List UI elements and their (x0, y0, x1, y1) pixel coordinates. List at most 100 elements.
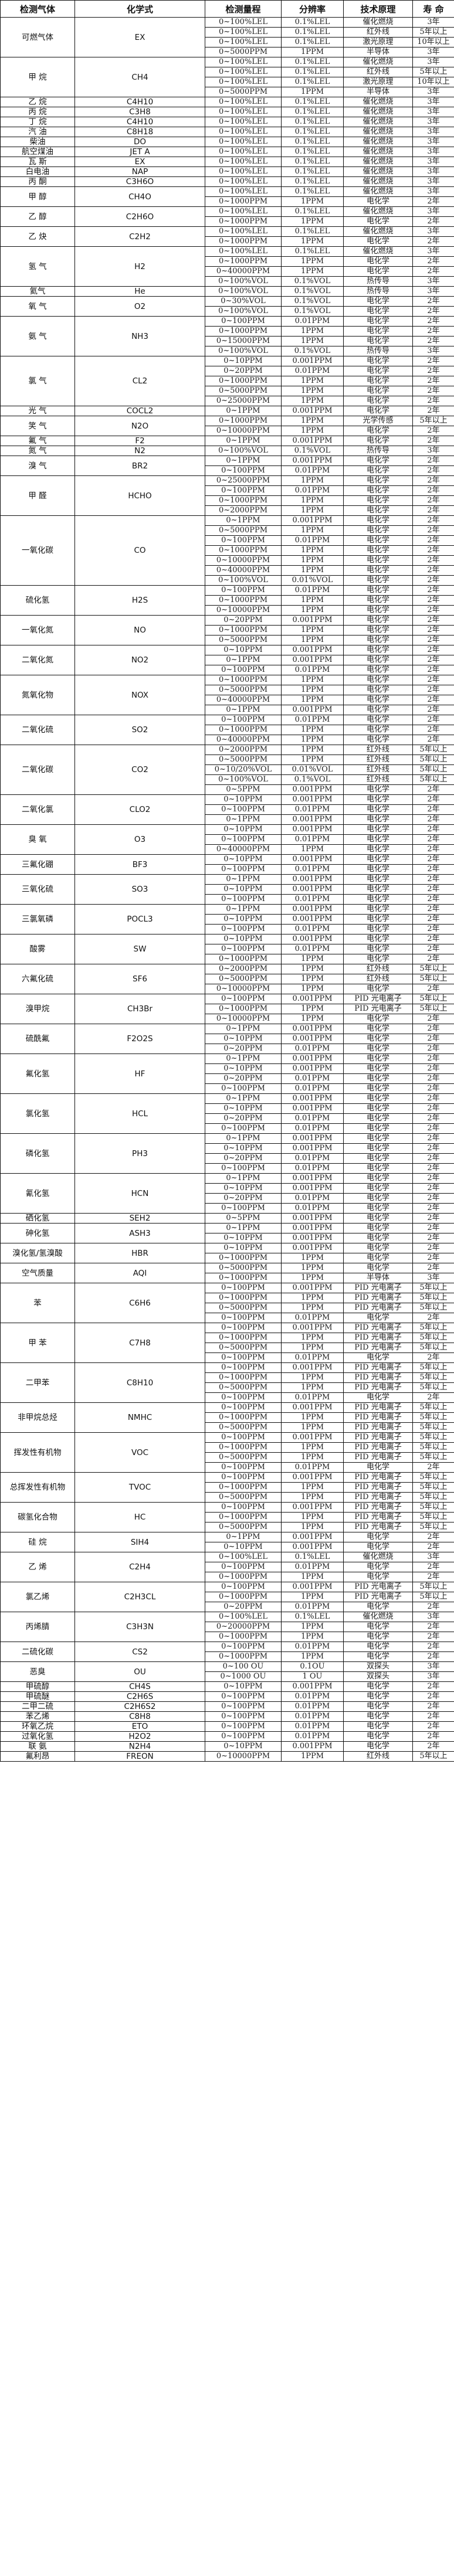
range-cell: 0~1000PPM (205, 725, 282, 735)
resolution-cell: 1PPM (281, 505, 344, 516)
table-row: 0~100PPM 0.01PPM 电化学 2年 (1, 485, 454, 496)
resolution-cell: 0.01PPM (281, 1642, 344, 1652)
range-cell: 0~100%LEL (205, 147, 282, 157)
resolution-cell: 1PPM (281, 735, 344, 745)
gas-name-cell: 甲 苯 (0, 1323, 75, 1363)
principle-cell: 双探头 (343, 1661, 413, 1672)
range-cell: 0~10000PPM (205, 605, 282, 616)
lifespan-cell: 3年 (412, 1552, 454, 1562)
principle-cell: 催化燃烧 (343, 97, 413, 107)
table-row: 0~1000PPM 1PPM 电化学 2年 (1, 1632, 454, 1642)
resolution-cell: 1PPM (281, 266, 344, 277)
lifespan-cell: 2年 (412, 784, 454, 795)
table-row: 0~1PPM 0.001PPM 电化学 2年 (1, 814, 454, 825)
lifespan-cell: 2年 (412, 1213, 454, 1224)
range-cell: 0~1PPM (205, 456, 282, 466)
lifespan-cell: 2年 (412, 824, 454, 835)
range-cell: 0~1000PPM (205, 1253, 282, 1263)
range-cell: 0~100PPM (205, 1203, 282, 1214)
lifespan-cell: 2年 (412, 1741, 454, 1752)
principle-cell: 电化学 (343, 1103, 413, 1114)
gas-name-cell: 酸雾 (0, 934, 75, 964)
lifespan-cell: 2年 (412, 356, 454, 366)
lifespan-cell: 2年 (412, 386, 454, 396)
resolution-cell: 0.001PPM (281, 456, 344, 466)
table-row: 丙烯腈 C3H3N 0~100%LEL 0.1%LEL 催化燃烧 3年 (0, 1612, 454, 1642)
lifespan-cell: 2年 (412, 794, 454, 805)
table-row: 二氧化氮 NO2 0~10PPM 0.001PPM 电化学 2年 (0, 645, 454, 675)
table-row: 0~10000PPM 1PPM 电化学 2年 (1, 1014, 454, 1024)
principle-cell: PID 光电离子 (343, 1412, 413, 1423)
principle-cell: 电化学 (343, 1632, 413, 1642)
resolution-cell: 0.01PPM (281, 1113, 344, 1124)
range-cell: 0~5000PPM (205, 974, 282, 984)
range-cell: 0~100%LEL (205, 57, 282, 67)
range-cell: 0~1000PPM (205, 1482, 282, 1493)
lifespan-cell: 5年以上 (412, 1382, 454, 1393)
resolution-cell: 1PPM (281, 605, 344, 616)
principle-cell: 电化学 (343, 1721, 413, 1732)
lifespan-cell: 3年 (412, 147, 454, 157)
resolution-cell: 0.01PPM (281, 485, 344, 496)
formula-cell: N2O (74, 416, 205, 436)
range-cell: 0~5000PPM (205, 1303, 282, 1313)
principle-cell: 电化学 (343, 1163, 413, 1174)
gas-name-cell: 氟 气 (0, 436, 75, 446)
range-cell: 0~100PPM (205, 864, 282, 875)
table-row: 光 气 COCL2 0~1PPM 0.001PPM 电化学 2年 (0, 406, 454, 416)
lifespan-cell: 2年 (412, 1024, 454, 1034)
table-row: 0~5000PPM 1PPM PID 光电离子 5年以上 (1, 1422, 454, 1433)
lifespan-cell: 2年 (412, 1073, 454, 1084)
lifespan-cell: 2年 (412, 1622, 454, 1632)
range-cell: 0~10PPM (205, 1103, 282, 1114)
formula-cell: H2 (74, 246, 205, 287)
range-cell: 0~5000PPM (205, 1422, 282, 1433)
table-row: 0~100PPM 0.01PPM 电化学 2年 (1, 894, 454, 905)
lifespan-cell: 5年以上 (412, 1362, 454, 1373)
principle-cell: PID 光电离子 (343, 1482, 413, 1493)
range-cell: 0~20PPM (205, 1113, 282, 1124)
table-body: 可燃气体 EX 0~100%LEL 0.1%LEL 催化燃烧 3年 0~100%LEL 0.1… (0, 17, 454, 1762)
range-cell: 0~1000PPM (205, 954, 282, 964)
principle-cell: 电化学 (343, 854, 413, 865)
principle-cell: 催化燃烧 (343, 127, 413, 137)
formula-cell: AQI (74, 1263, 205, 1283)
resolution-cell: 0.1%LEL (281, 206, 344, 217)
range-cell: 0~1000PPM (205, 1592, 282, 1602)
lifespan-cell: 5年以上 (412, 1472, 454, 1483)
resolution-cell: 0.1%VOL (281, 276, 344, 287)
resolution-cell: 0.001PPM (281, 994, 344, 1004)
range-cell: 0~100PPM (205, 465, 282, 476)
lifespan-cell: 5年以上 (412, 67, 454, 77)
formula-cell: NO (74, 615, 205, 645)
lifespan-cell: 2年 (412, 1542, 454, 1552)
range-cell: 0~5000PPM (205, 1382, 282, 1393)
principle-cell: 电化学 (343, 1243, 413, 1253)
gas-name-cell: 氦气 (0, 286, 75, 297)
range-cell: 0~10PPM (205, 356, 282, 366)
formula-cell: EX (74, 17, 205, 57)
header-principle: 技术原理 (343, 0, 413, 18)
resolution-cell: 0.01PPM (281, 1731, 344, 1742)
range-cell: 0~5000PPM (205, 386, 282, 396)
resolution-cell: 1PPM (281, 555, 344, 566)
range-cell: 0~100%LEL (205, 1552, 282, 1562)
lifespan-cell: 2年 (412, 735, 454, 745)
resolution-cell: 0.01PPM (281, 1711, 344, 1722)
table-row: 白电油 NAP 0~100%LEL 0.1%LEL 催化燃烧 3年 (0, 166, 454, 177)
principle-cell: 红外线 (343, 964, 413, 974)
table-row: 酸雾 SW 0~10PPM 0.001PPM 电化学 2年 (0, 934, 454, 964)
principle-cell: 电化学 (343, 1681, 413, 1692)
table-row: 0~1000PPM 1PPM 电化学 2年 (1, 595, 454, 606)
range-cell: 0~100 OU (205, 1661, 282, 1672)
formula-cell: H2O2 (74, 1731, 205, 1742)
formula-cell: C2H3CL (74, 1582, 205, 1612)
table-row: 苯 C6H6 0~100PPM 0.001PPM PID 光电离子 5年以上 (0, 1283, 454, 1323)
resolution-cell: 0.1%LEL (281, 57, 344, 67)
range-cell: 0~1000PPM (205, 326, 282, 337)
table-row: 0~100PPM 0.01PPM 电化学 2年 (1, 864, 454, 875)
table-row: 氯化氢 HCL 0~1PPM 0.001PPM 电化学 2年 (0, 1093, 454, 1134)
resolution-cell: 0.001PPM (281, 1034, 344, 1044)
table-row: 溴化氢/氢溴酸 HBR 0~10PPM 0.001PPM 电化学 2年 (0, 1243, 454, 1263)
lifespan-cell: 5年以上 (412, 1323, 454, 1333)
